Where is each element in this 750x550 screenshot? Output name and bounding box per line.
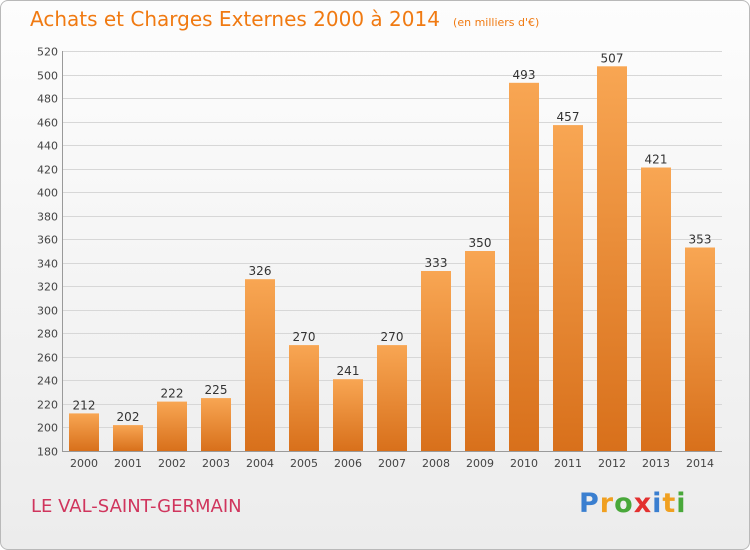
bar-2008 (421, 271, 451, 451)
y-tick-label: 520 (37, 46, 58, 59)
x-tick-label: 2013 (642, 457, 670, 470)
y-tick-label: 260 (37, 352, 58, 365)
bar-2003 (201, 398, 231, 451)
x-tick-label: 2012 (598, 457, 626, 470)
data-label: 421 (645, 153, 668, 167)
data-label: 507 (601, 51, 624, 65)
x-tick-label: 2010 (510, 457, 538, 470)
x-tick-label: 2007 (378, 457, 406, 470)
title-main: Achats et Charges Externes 2000 à 2014 (30, 7, 440, 31)
bar-2014 (685, 247, 715, 451)
bar-2010 (509, 82, 539, 452)
data-label: 225 (205, 383, 228, 397)
logo-letter: P (579, 488, 600, 519)
title-unit: (en milliers d'€) (453, 16, 540, 29)
y-tick-label: 340 (37, 258, 58, 271)
y-tick-label: 180 (37, 446, 58, 459)
bar-2006 (333, 379, 363, 451)
bar-2009 (465, 251, 495, 451)
x-tick-label: 2003 (202, 457, 230, 470)
x-tick-label: 2002 (158, 457, 186, 470)
y-tick-label: 300 (37, 305, 58, 318)
x-tick-label: 2004 (246, 457, 274, 470)
y-tick-label: 220 (37, 399, 58, 412)
x-tick-label: 2001 (114, 457, 142, 470)
x-tick-label: 2008 (422, 457, 450, 470)
y-tick-label: 380 (37, 211, 58, 224)
x-tick-label: 2011 (554, 457, 582, 470)
logo-letter: t (662, 488, 677, 519)
data-label: 270 (381, 330, 404, 344)
data-label: 326 (249, 264, 272, 278)
data-label: 457 (557, 110, 580, 124)
x-tick-label: 2014 (686, 457, 714, 470)
data-label: 493 (513, 68, 536, 82)
bar-2012 (597, 66, 627, 452)
data-label: 350 (469, 236, 492, 250)
y-tick-label: 440 (37, 140, 58, 153)
location-name: LE VAL-SAINT-GERMAIN (31, 496, 242, 517)
data-label: 270 (293, 330, 316, 344)
logo-letter: r (599, 488, 615, 519)
bar-2013 (641, 167, 671, 451)
y-tick-label: 200 (37, 422, 58, 435)
bar-2005 (289, 345, 319, 451)
y-tick-label: 500 (37, 70, 58, 83)
y-tick-label: 480 (37, 93, 58, 106)
logo-letter: i (652, 488, 663, 519)
bar-2007 (377, 345, 407, 451)
data-label: 202 (117, 410, 140, 424)
x-tick-label: 2009 (466, 457, 494, 470)
bar-2011 (553, 125, 583, 451)
logo-letter: i (676, 488, 687, 519)
y-tick-label: 400 (37, 187, 58, 200)
logo-letter: o (614, 488, 634, 519)
logo-letter: x (633, 488, 653, 519)
y-tick-label: 420 (37, 164, 58, 177)
data-label: 353 (689, 233, 712, 247)
bar-2001 (113, 425, 143, 451)
proxiti-logo: Proxiti (579, 488, 687, 519)
y-tick-label: 240 (37, 375, 58, 388)
y-tick-label: 280 (37, 328, 58, 341)
x-tick-label: 2006 (334, 457, 362, 470)
data-label: 222 (161, 387, 184, 401)
x-tick-label: 2005 (290, 457, 318, 470)
bar-2002 (157, 401, 187, 451)
y-tick-label: 320 (37, 281, 58, 294)
data-label: 333 (425, 256, 448, 270)
bar-2000 (69, 413, 99, 451)
chart-title: Achats et Charges Externes 2000 à 2014 (… (30, 7, 539, 31)
bar-2004 (245, 279, 275, 451)
x-tick-label: 2000 (70, 457, 98, 470)
y-tick-label: 360 (37, 234, 58, 247)
data-label: 241 (337, 364, 360, 378)
y-tick-label: 460 (37, 117, 58, 130)
data-label: 212 (73, 398, 96, 412)
